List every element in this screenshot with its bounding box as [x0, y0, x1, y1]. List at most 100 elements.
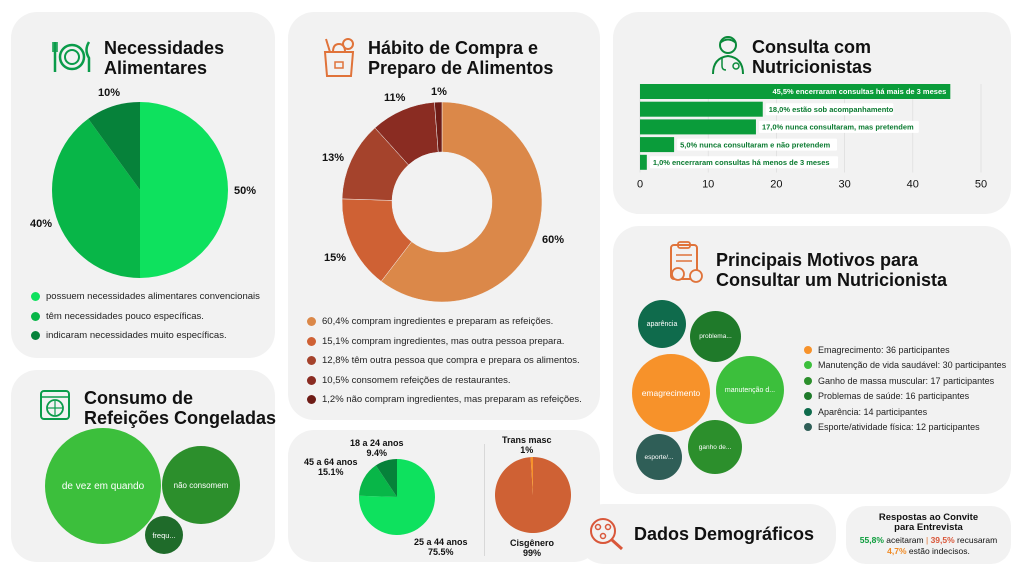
- legend-label: 12,8% têm outra pessoa que compra e prep…: [322, 355, 580, 367]
- necessidades-pie-slice-1: [52, 118, 141, 278]
- x-tick-label: 40: [907, 179, 919, 191]
- pct-label-habito-3: 11%: [384, 92, 406, 104]
- legend-item: 15,1% compram ingredientes, mas outra pe…: [307, 332, 582, 352]
- bubble-congeladas-1: não consomem: [162, 446, 240, 524]
- genero-pie-slice-1: [530, 457, 533, 495]
- legend-item: Emagrecimento: 36 participantes: [804, 342, 1006, 358]
- bubble-label: emagrecimento: [641, 388, 701, 398]
- legend-label: têm necessidades pouco específicas.: [46, 310, 204, 322]
- panel-title-motivos: Principais Motivos para Consultar um Nut…: [716, 250, 948, 290]
- panel-title-congeladas: Consumo de Refeições Congeladas: [84, 388, 277, 428]
- x-tick-label: 50: [975, 179, 987, 191]
- demographics-search-icon: [590, 518, 624, 551]
- donut-chart-habito: [341, 101, 543, 303]
- necessidades-pie-slice-0: [140, 102, 228, 278]
- habito-donut-slice-0: [380, 101, 543, 303]
- convite-results: 55,8% aceitaram | 39,5% recusaram 4,7% e…: [846, 535, 1011, 557]
- legend-swatch: [31, 331, 40, 341]
- pct-label-habito-1: 15%: [324, 252, 347, 264]
- undecided-text: estão indecisos.: [908, 546, 970, 556]
- bubble-motivos-2: ganho de...: [688, 420, 742, 474]
- bar-label-background: [649, 156, 839, 169]
- legend-label: indicaram necessidades muito específicas…: [46, 330, 227, 342]
- legend-item: possuem necessidades alimentares convenc…: [31, 287, 260, 307]
- bar-consulta-2: [640, 119, 756, 135]
- legend-motivos: Emagrecimento: 36 participantes Manutenç…: [804, 342, 1006, 435]
- accepted-value: 55,8%: [859, 535, 884, 545]
- legend-label: Emagrecimento: 36 participantes: [818, 344, 950, 355]
- bubble-label: aparência: [646, 320, 678, 328]
- legend-swatch: [804, 345, 812, 354]
- bar-chart-consulta: 0 10 20 30 40 50 45,5% encerraram consultas há…: [637, 84, 987, 191]
- legend-item: Problemas de saúde: 16 participantes: [804, 389, 1006, 405]
- bubble-label: manutenção d...: [724, 386, 776, 394]
- legend-label: 60,4% compram ingredientes e preparam as…: [322, 316, 554, 328]
- habito-donut-slice-4: [434, 101, 443, 153]
- legend-label: Ganho de massa muscular: 17 participante…: [818, 375, 995, 386]
- legend-item: Ganho de massa muscular: 17 participante…: [804, 373, 1006, 389]
- bubble-congeladas-0: de vez em quando: [45, 428, 161, 544]
- legend-swatch: [804, 361, 812, 370]
- card-demograficos-title: [578, 504, 836, 564]
- legend-item: Manutenção de vida saudável: 30 particip…: [804, 358, 1006, 374]
- legend-swatch: [804, 423, 812, 432]
- bubble-label: esporte/...: [644, 453, 674, 461]
- legend-swatch: [307, 375, 316, 385]
- age-label-18-24: 18 a 24 anos 9.4%: [350, 438, 404, 458]
- pie-chart-idade: [359, 459, 435, 535]
- bar-consulta-1: [640, 101, 763, 117]
- accepted-text: aceitaram: [886, 535, 924, 545]
- refused-text: recusaram: [957, 535, 998, 545]
- bar-label-background: [765, 103, 894, 116]
- pct-label-necessidades-1: 40%: [30, 218, 53, 230]
- pie-chart-genero: [495, 457, 571, 533]
- pct-label-habito-4: 1%: [431, 86, 447, 98]
- bubble-label: não consomem: [173, 480, 229, 490]
- legend-label: Manutenção de vida saudável: 30 particip…: [818, 360, 1007, 371]
- pct-label-necessidades-0: 50%: [234, 185, 257, 197]
- legend-label: 10,5% consomem refeições de restaurantes…: [322, 374, 511, 386]
- legend-item: 12,8% têm outra pessoa que compra e prep…: [307, 351, 582, 371]
- bubble-congeladas-2: frequ...: [145, 516, 183, 554]
- bubble-motivos-0: emagrecimento: [632, 354, 710, 432]
- idade-pie-slice-2: [375, 459, 397, 497]
- bubble-label: de vez em quando: [61, 480, 145, 492]
- legend-swatch: [307, 395, 316, 405]
- card-habito: [288, 12, 600, 420]
- panel-title-habito: Hábito de Compra e Preparo de Alimentos: [368, 38, 554, 78]
- legend-item: indicaram necessidades muito específicas…: [31, 326, 260, 346]
- bar-label-background: [758, 120, 919, 133]
- legend-necessidades: possuem necessidades alimentares convenc…: [31, 287, 260, 346]
- legend-item: 1,2% não compram ingredientes, mas prepa…: [307, 390, 582, 410]
- clipboard-fruit-icon: [670, 241, 703, 283]
- bubble-motivos-1: manutenção d...: [716, 356, 784, 424]
- convite-title: Respostas ao Convite para Entrevista: [878, 512, 979, 533]
- legend-swatch: [31, 311, 40, 321]
- bar-consulta-4: [640, 154, 647, 170]
- bar-consulta-3: [640, 137, 675, 153]
- undecided-value: 4,7%: [887, 546, 907, 556]
- legend-label: 1,2% não compram ingredientes, mas prepa…: [322, 394, 582, 406]
- x-tick-label: 0: [637, 179, 643, 191]
- legend-label: 15,1% compram ingredientes, mas outra pe…: [322, 335, 565, 347]
- legend-habito: 60,4% compram ingredientes e preparam as…: [307, 312, 582, 410]
- bar-label-consulta-1: 18,0% estão sob acompanhamento: [769, 105, 894, 114]
- bar-label-consulta-4: 1,0% encerraram consultas há menos de 3 …: [653, 158, 830, 167]
- legend-swatch: [31, 292, 40, 302]
- grocery-bag-icon: [323, 38, 355, 77]
- legend-item: Aparência: 14 participantes: [804, 404, 1006, 420]
- pie-chart-necessidades: [52, 102, 228, 278]
- bubble-motivos-4: aparência: [638, 300, 686, 348]
- legend-label: Problemas de saúde: 16 participantes: [818, 391, 970, 402]
- age-label-25-44: 25 a 44 anos 75.5%: [414, 537, 468, 557]
- pct-label-necessidades-2: 10%: [98, 87, 121, 99]
- frozen-meal-icon: [40, 390, 70, 420]
- legend-label: Aparência: 14 participantes: [818, 406, 928, 417]
- gender-label-cis: Cisgênero 99%: [510, 538, 555, 558]
- legend-swatch: [804, 392, 812, 401]
- legend-label: Esporte/atividade física: 12 participant…: [818, 422, 980, 433]
- legend-swatch: [804, 407, 812, 416]
- pct-label-habito-2: 13%: [322, 152, 345, 164]
- divider: [484, 444, 485, 556]
- bubble-label: ganho de...: [698, 443, 732, 451]
